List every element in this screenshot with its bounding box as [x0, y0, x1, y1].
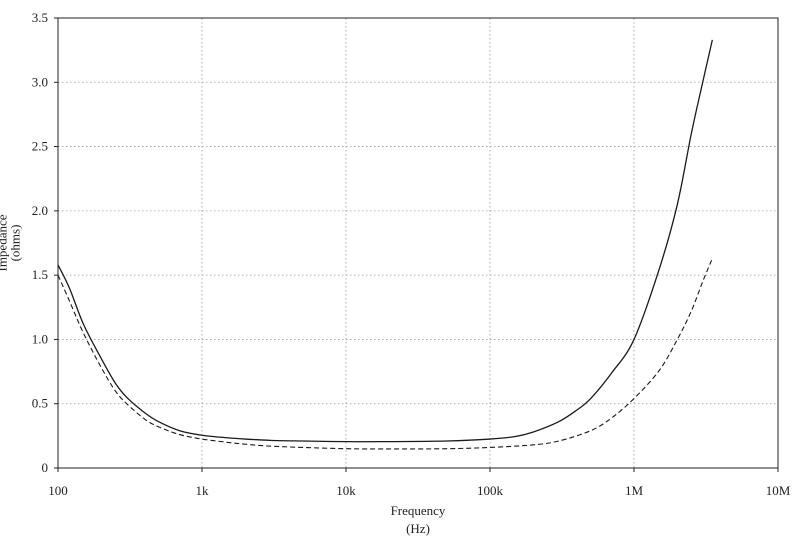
plot-frame [57, 17, 779, 469]
y-tick-label: 0.5 [32, 396, 48, 411]
series-line-solid [57, 39, 713, 443]
y-tick-label: 1.0 [32, 331, 48, 346]
y-axis-title-line1: Impedance [0, 214, 10, 271]
x-axis-title-line1: Frequency [391, 503, 446, 518]
y-axis-title-line2: (ohms) [8, 225, 23, 262]
x-tick-label: 1M [625, 483, 644, 498]
y-tick-label: 3.5 [32, 10, 48, 25]
x-tick-label: 1k [196, 483, 210, 498]
x-tick-label: 10M [766, 483, 791, 498]
x-axis-title-line2: (Hz) [406, 521, 430, 536]
x-tick-label: 100 [48, 483, 68, 498]
series-line-dashed [57, 258, 713, 450]
y-tick-label: 2.0 [32, 203, 48, 218]
y-tick-label: 1.5 [32, 267, 48, 282]
y-tick-label: 2.5 [32, 139, 48, 154]
x-tick-label: 10k [336, 483, 356, 498]
grid-layer [58, 18, 778, 468]
x-tick-label: 100k [477, 483, 504, 498]
label-layer: 100 1k 10k 100k 1M 10M 0 0.5 1.0 1.5 2.0 2.5 3.0 3.5 [32, 10, 791, 498]
tick-layer [54, 17, 779, 472]
series-layer [57, 39, 713, 450]
y-tick-label: 0 [42, 460, 49, 475]
y-tick-label: 3.0 [32, 74, 48, 89]
